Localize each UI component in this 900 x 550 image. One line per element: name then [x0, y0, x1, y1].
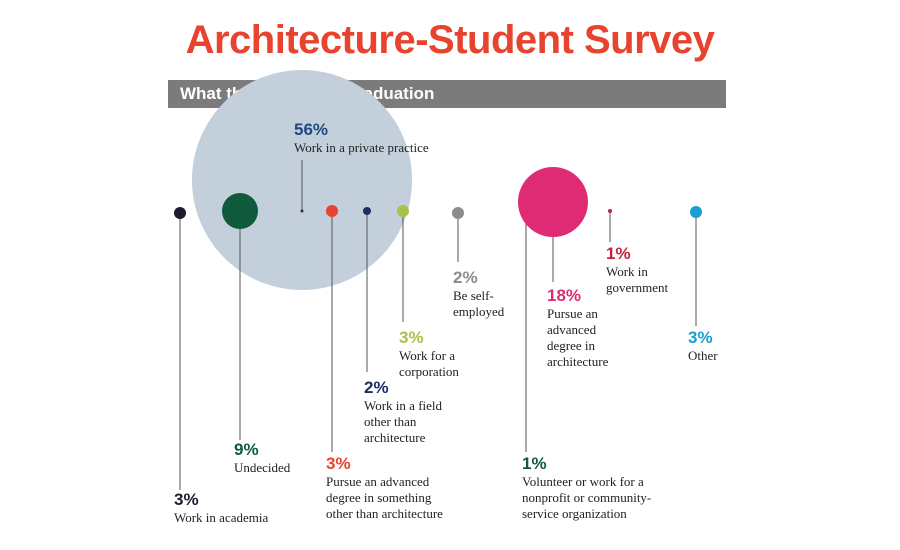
bubble-5: [363, 207, 371, 215]
bubble-label-4: 3% Pursue an advanced degree in something…: [326, 454, 443, 522]
bubble-7: [452, 207, 464, 219]
bubble-description: Pursue an advanced degree in architectur…: [547, 306, 609, 369]
bubble-value-label: 1%: [606, 244, 631, 263]
bubble-description: Pursue an advanced degree in something o…: [326, 474, 443, 521]
bubble-description: Volunteer or work for a nonprofit or com…: [522, 474, 652, 521]
bubble-1: [174, 207, 186, 219]
bubble-label-2: 9% Undecided: [234, 440, 290, 476]
bubble-label-10: 1% Work in government: [606, 244, 668, 296]
bubble-value-label: 18%: [547, 286, 582, 305]
bubble-value-label: 2%: [364, 378, 389, 397]
bubble-label-1: 3% Work in academia: [174, 490, 268, 526]
bubble-description: Work in government: [606, 264, 669, 295]
bubble-value-label: 1%: [522, 454, 547, 473]
bubble-4: [326, 205, 338, 217]
bubble-description: Work in academia: [174, 510, 269, 525]
bubble-description: Other: [688, 348, 718, 363]
bubble-description: Work for a corporation: [399, 348, 459, 379]
bubble-value-label: 9%: [234, 440, 259, 459]
bubble-6: [397, 205, 409, 217]
bubble-description: Work in a field other than architecture: [364, 398, 443, 445]
bubble-9: [518, 167, 588, 237]
bubble-description: Be self- employed: [453, 288, 505, 319]
bubble-value-label: 3%: [326, 454, 351, 473]
bubble-label-9: 18% Pursue an advanced degree in architec…: [547, 286, 608, 370]
bubble-label-11: 3% Other: [688, 328, 718, 364]
bubble-label-3: 56% Work in a private practice: [294, 120, 429, 156]
bubble-value-label: 3%: [174, 490, 199, 509]
bubble-description: Undecided: [234, 460, 291, 475]
bubble-label-5: 2% Work in a field other than architectur…: [364, 378, 442, 446]
bubble-value-label: 56%: [294, 120, 329, 139]
bubble-10: [608, 209, 612, 213]
bubble-description: Work in a private practice: [294, 140, 429, 155]
bubble-label-6: 3% Work for a corporation: [399, 328, 459, 380]
chart-title: Architecture-Student Survey: [185, 18, 715, 62]
bubble-2: [222, 193, 258, 229]
bubble-11: [690, 206, 702, 218]
bubble-label-7: 2% Be self- employed: [453, 268, 504, 320]
bubble-label-8: 1% Volunteer or work for a nonprofit or c…: [522, 454, 651, 522]
bubble-value-label: 2%: [453, 268, 478, 287]
bubble-value-label: 3%: [688, 328, 713, 347]
bubble-value-label: 3%: [399, 328, 424, 347]
bubble-anchor-dot: [300, 209, 304, 213]
